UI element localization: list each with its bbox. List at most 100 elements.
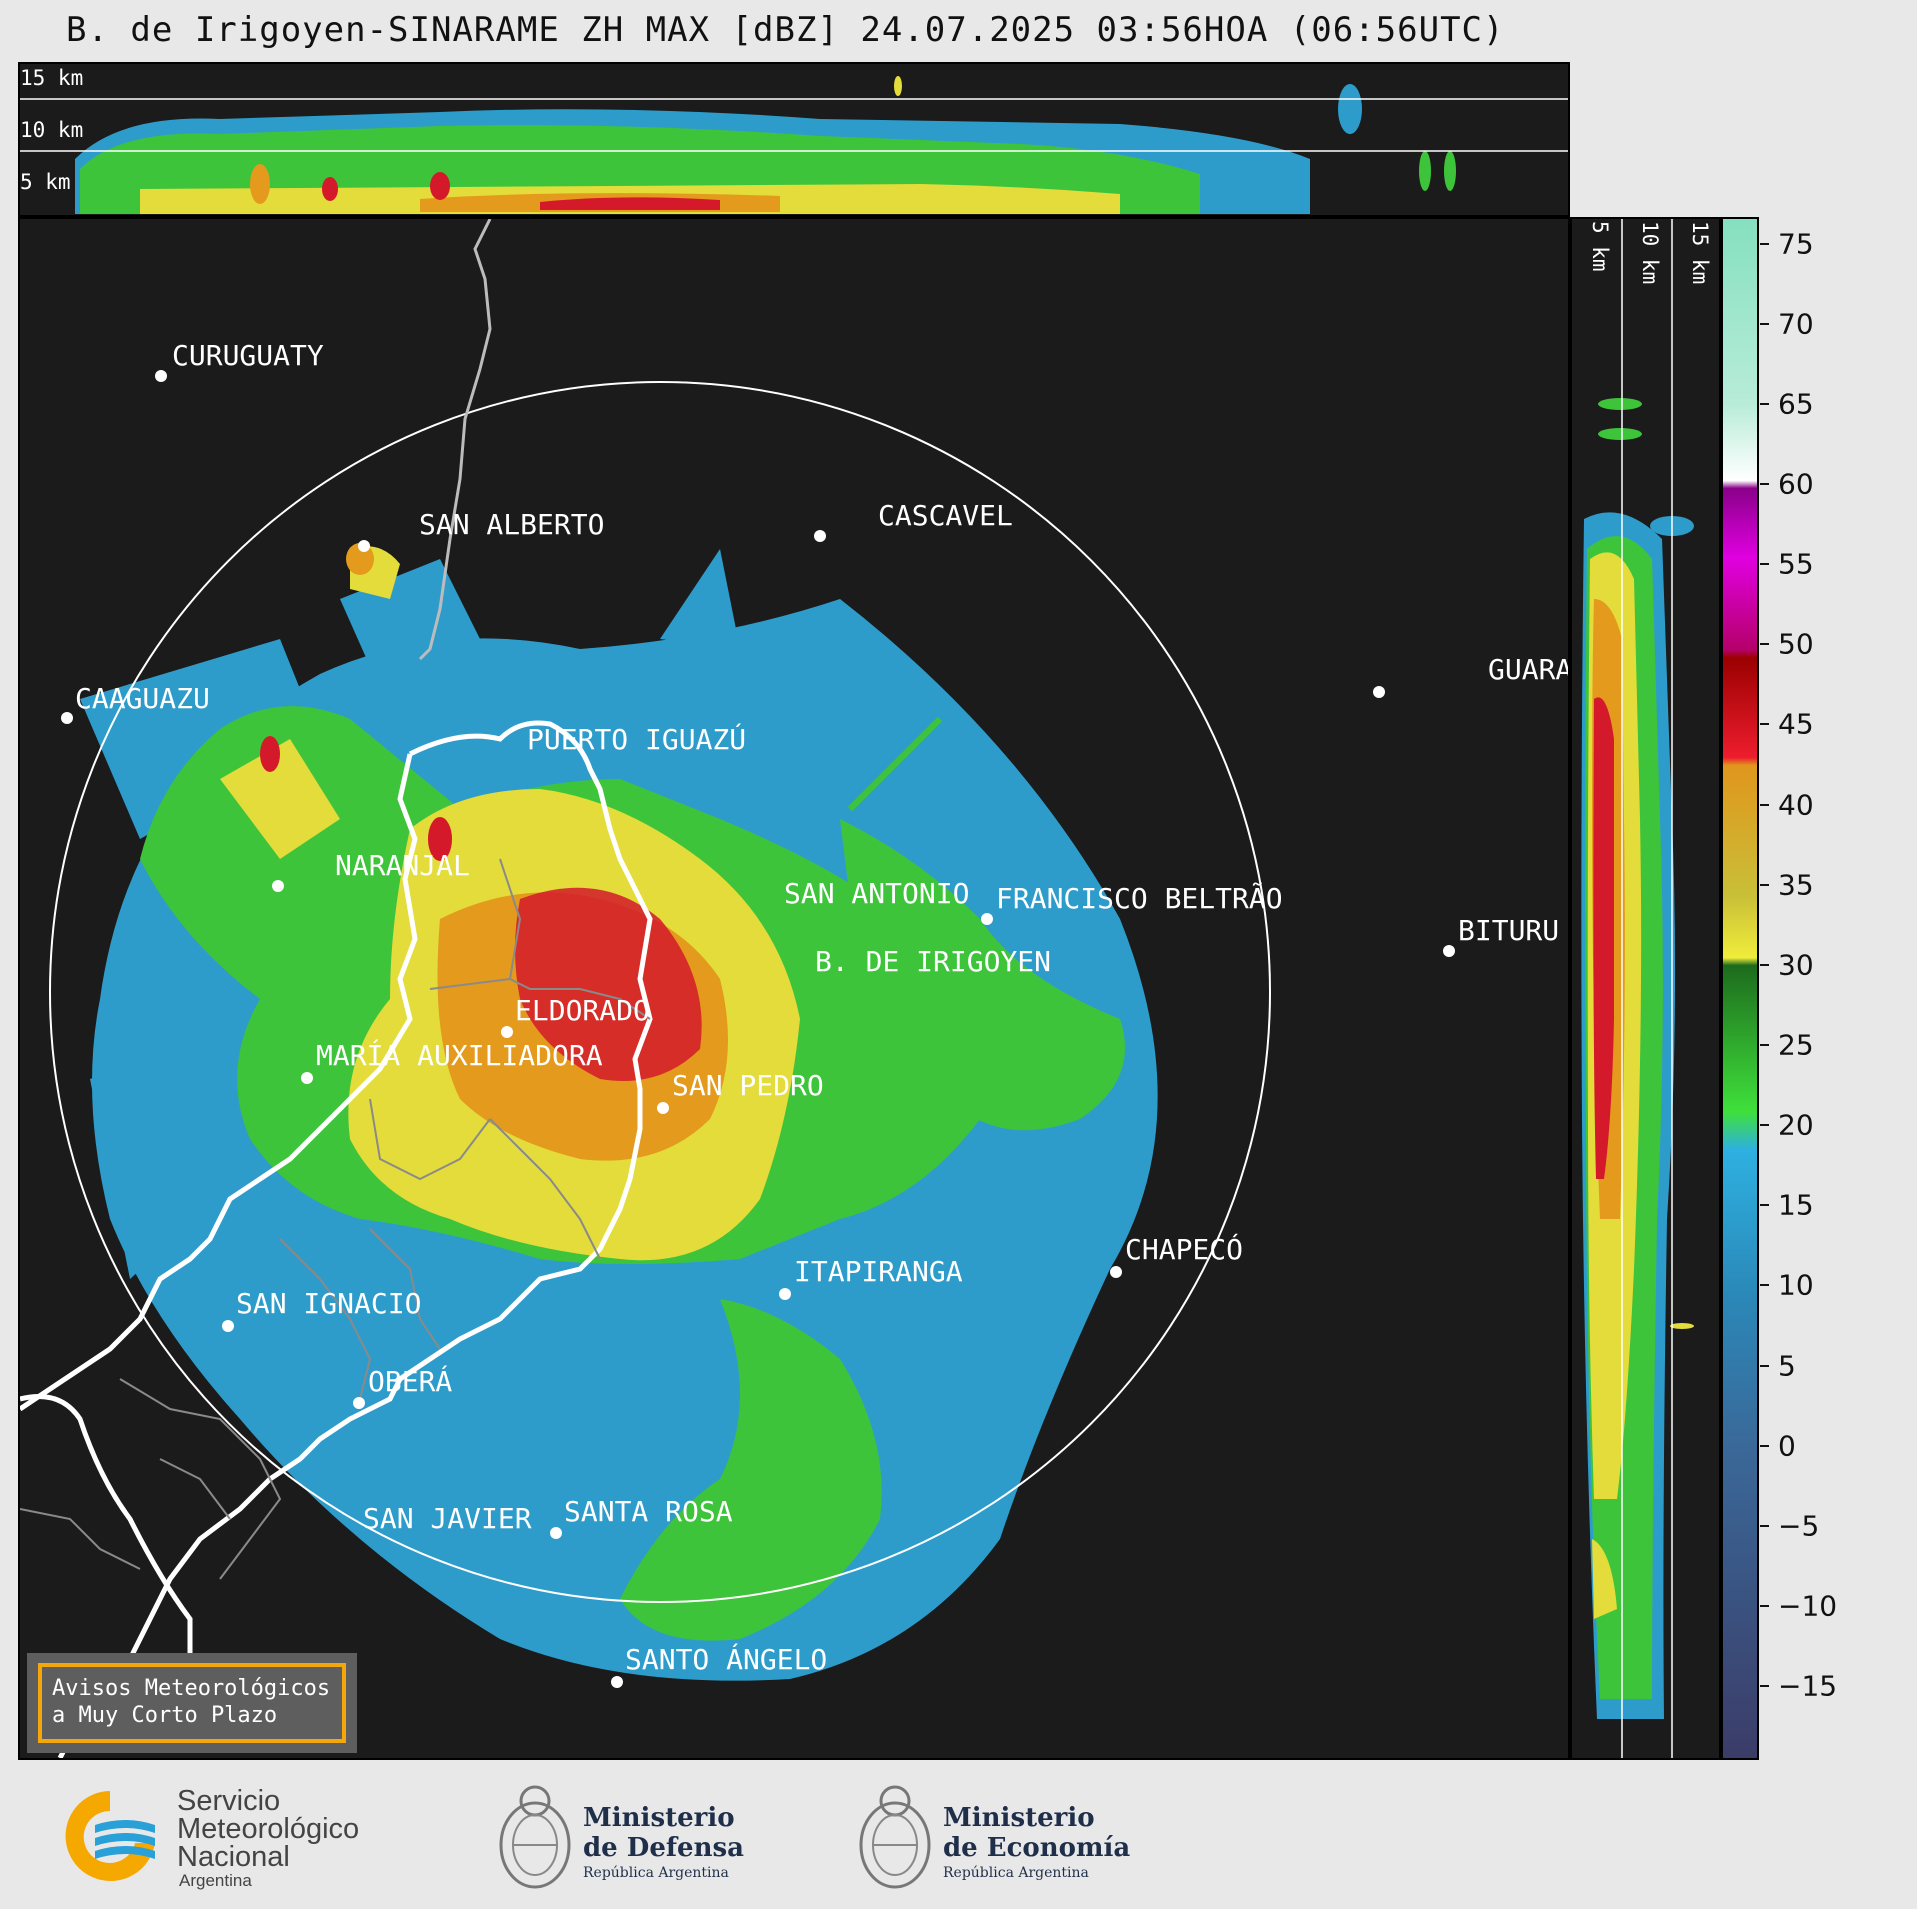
- city-label-eldorado: ELDORADO: [515, 994, 650, 1027]
- city-dot-itapiranga: [779, 1288, 791, 1300]
- colorbar-tick: [1760, 243, 1824, 245]
- city-label-caaguazu: CAAGUAZU: [75, 682, 210, 715]
- colorbar-label: 25: [1778, 1028, 1814, 1062]
- smn-name-line-1: Servicio: [177, 1785, 281, 1817]
- city-label-santa-rosa: SANTA ROSA: [564, 1495, 733, 1528]
- city-label-itapiranga: ITAPIRANGA: [794, 1255, 963, 1288]
- city-labels: CURUGUATY SAN ALBERTO CASCAVEL CAAGUAZU …: [75, 339, 1568, 1676]
- city-dot-san-pedro: [657, 1102, 669, 1114]
- colorbar-label: 5: [1778, 1349, 1796, 1383]
- city-label-san-javier: SAN JAVIER: [363, 1502, 532, 1535]
- colorbar-label: 65: [1778, 387, 1814, 421]
- city-label-san-pedro: SAN PEDRO: [672, 1069, 824, 1102]
- colorbar-tick: [1760, 1124, 1824, 1126]
- city-label-santo-angelo: SANTO ÁNGELO: [625, 1642, 827, 1676]
- radar-map-panel: CURUGUATY SAN ALBERTO CASCAVEL CAAGUAZU …: [18, 217, 1570, 1760]
- colorbar-tick: [1760, 884, 1824, 886]
- city-dot-eldorado: [501, 1026, 513, 1038]
- city-label-cascavel: CASCAVEL: [878, 499, 1013, 532]
- colorbar-label: 15: [1778, 1188, 1814, 1222]
- defensa-line-1: Ministerio: [583, 1803, 735, 1833]
- colorbar-label: 75: [1778, 227, 1814, 261]
- colorbar-gradient: [1723, 219, 1757, 1758]
- city-dot-francisco-beltrao: [981, 913, 993, 925]
- city-dot-maria-auxiliadora: [301, 1072, 313, 1084]
- colorbar-label: −15: [1778, 1669, 1838, 1703]
- economia-logo: Ministerio de Economía República Argenti…: [855, 1773, 1135, 1899]
- top-panel-label-10km: 10 km: [20, 118, 84, 142]
- city-dot-obera: [353, 1397, 365, 1409]
- colorbar-tick: [1760, 1044, 1824, 1046]
- top-panel-label-15km: 15 km: [20, 66, 84, 90]
- colorbar-tick: [1760, 964, 1824, 966]
- radar-map: CURUGUATY SAN ALBERTO CASCAVEL CAAGUAZU …: [20, 219, 1568, 1758]
- colorbar-tick: [1760, 643, 1824, 645]
- coat-of-arms-icon: [499, 1785, 571, 1889]
- city-label-francisco-beltrao: FRANCISCO BELTRÃO: [996, 882, 1283, 915]
- smn-name-line-3: Nacional: [177, 1841, 290, 1873]
- city-label-chapeco: CHAPECÓ: [1125, 1232, 1243, 1266]
- colorbar-label: −10: [1778, 1589, 1838, 1623]
- right-cross-section-echoes: [1581, 219, 1694, 1758]
- warning-line-2: a Muy Corto Plazo: [52, 1703, 278, 1728]
- city-dot-san-alberto: [358, 540, 370, 552]
- weather-warning-link[interactable]: Avisos Meteorológicos a Muy Corto Plazo: [38, 1663, 346, 1743]
- city-label-san-alberto: SAN ALBERTO: [419, 508, 604, 541]
- political-borders: [20, 219, 653, 1758]
- reflectivity-echoes: [80, 543, 1158, 1681]
- city-dot-naranjal: [272, 880, 284, 892]
- weather-warning-box: Avisos Meteorológicos a Muy Corto Plazo: [27, 1653, 357, 1753]
- economia-line-1: Ministerio: [943, 1803, 1095, 1833]
- smn-logo-icon: [65, 1791, 155, 1881]
- city-label-b-de-irigoyen: B. DE IRIGOYEN: [815, 945, 1051, 978]
- colorbar-tick: [1760, 1685, 1824, 1687]
- city-dot-curuguaty: [155, 370, 167, 382]
- city-label-maria-auxiliadora: MARÍA AUXILIADORA: [316, 1038, 603, 1072]
- radar-range-circle: [49, 381, 1271, 1603]
- defensa-line-3: República Argentina: [583, 1865, 729, 1881]
- colorbar-tick: [1760, 483, 1824, 485]
- city-label-san-antonio: SAN ANTONIO: [784, 877, 969, 910]
- coat-of-arms-icon: [859, 1785, 931, 1889]
- right-panel-label-15km: 15 km: [1688, 221, 1712, 285]
- economia-line-2: de Economía: [943, 1833, 1131, 1863]
- smn-logo: Servicio Meteorológico Nacional Argentin…: [55, 1783, 395, 1889]
- right-panel-label-10km: 10 km: [1638, 221, 1662, 285]
- colorbar-tick: [1760, 403, 1824, 405]
- colorbar-label: 0: [1778, 1429, 1796, 1463]
- colorbar-tick: [1760, 1525, 1824, 1527]
- colorbar-label: 55: [1778, 547, 1814, 581]
- city-dot-chapeco: [1110, 1266, 1122, 1278]
- colorbar-label: 50: [1778, 627, 1814, 661]
- city-label-puerto-iguazu: PUERTO IGUAZÚ: [527, 722, 746, 756]
- city-dot-santa-rosa: [550, 1527, 562, 1539]
- city-dot-santo-angelo: [611, 1676, 623, 1688]
- smn-name-line-2: Meteorológico: [177, 1813, 360, 1845]
- top-cross-section-echoes: [20, 76, 1568, 214]
- right-cross-section-panel: 5 km 10 km 15 km: [1570, 217, 1721, 1760]
- city-label-san-ignacio: SAN IGNACIO: [236, 1287, 421, 1320]
- colorbar-tick: [1760, 563, 1824, 565]
- colorbar-label: 70: [1778, 307, 1814, 341]
- city-markers: [61, 370, 1455, 1688]
- colorbar-label: 35: [1778, 868, 1814, 902]
- top-cross-section-panel: 15 km 10 km 5 km: [18, 62, 1570, 217]
- warning-line-1: Avisos Meteorológicos: [52, 1676, 331, 1701]
- colorbar-label: −5: [1778, 1509, 1820, 1543]
- smn-name-line-4: Argentina: [179, 1871, 252, 1890]
- city-dot-caaguazu: [61, 712, 73, 724]
- colorbar-tick: [1760, 1605, 1824, 1607]
- colorbar-tick: [1760, 804, 1824, 806]
- defensa-line-2: de Defensa: [583, 1833, 744, 1863]
- city-dot-san-ignacio: [222, 1320, 234, 1332]
- colorbar-tick: [1760, 323, 1824, 325]
- reflectivity-colorbar: [1721, 217, 1759, 1760]
- colorbar-label: 20: [1778, 1108, 1814, 1142]
- city-label-bituru: BITURU: [1458, 914, 1559, 947]
- colorbar-label: 10: [1778, 1268, 1814, 1302]
- top-panel-label-5km: 5 km: [20, 170, 71, 194]
- city-label-curuguaty: CURUGUATY: [172, 339, 324, 372]
- colorbar-label: 45: [1778, 707, 1814, 741]
- city-dot-bituru: [1443, 945, 1455, 957]
- city-label-naranjal: NARANJAL: [335, 849, 470, 882]
